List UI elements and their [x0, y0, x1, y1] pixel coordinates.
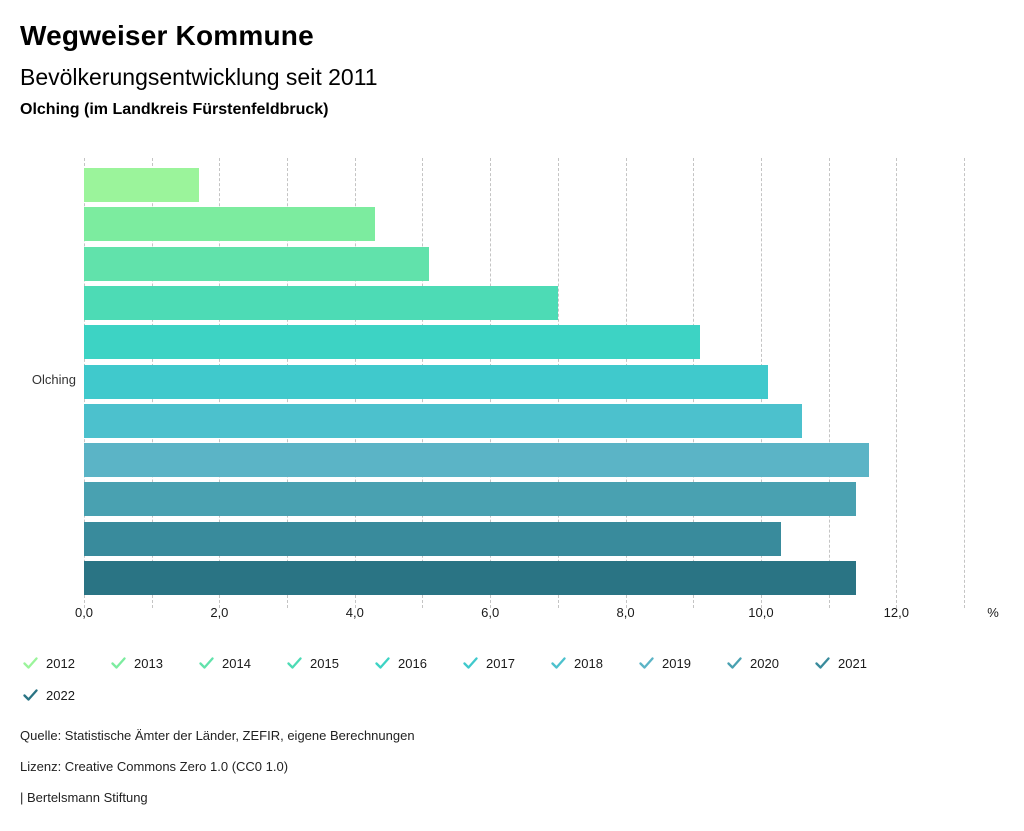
bar-2015 — [84, 285, 558, 320]
legend-item-2013[interactable]: 2013 — [108, 655, 196, 671]
chart-location: Olching (im Landkreis Fürstenfeldbruck) — [20, 101, 329, 118]
bar-2014 — [84, 246, 430, 281]
bar-2012 — [84, 168, 200, 202]
legend-item-label: 2018 — [574, 655, 603, 671]
gridline — [828, 158, 830, 608]
gridline — [896, 158, 898, 608]
x-tick-label: 10,0 — [748, 605, 774, 620]
chart-title: Bevölkerungsentwicklung seit 2011 — [20, 64, 378, 90]
legend-item-2017[interactable]: 2017 — [460, 655, 548, 671]
legend-item-label: 2015 — [310, 655, 339, 671]
legend-item-2020[interactable]: 2020 — [724, 655, 812, 671]
bar-2022 — [84, 561, 856, 595]
x-tick-label: 2,0 — [210, 605, 229, 620]
checkmark-icon — [287, 657, 302, 669]
x-tick-label: 12,0 — [883, 605, 909, 620]
legend-item-2012[interactable]: 2012 — [20, 655, 108, 671]
legend-item-2019[interactable]: 2019 — [636, 655, 724, 671]
legend-item-label: 2020 — [750, 655, 779, 671]
license-text: Lizenz: Creative Commons Zero 1.0 (CC0 1… — [20, 759, 289, 774]
checkmark-icon — [111, 657, 126, 669]
legend-item-label: 2016 — [398, 655, 427, 671]
x-tick-label: 0,0 — [74, 605, 94, 620]
bar-2017 — [84, 364, 768, 399]
legend-item-2016[interactable]: 2016 — [372, 655, 460, 671]
plot-area — [84, 158, 965, 608]
legend-item-2014[interactable]: 2014 — [196, 655, 284, 671]
bar-2019 — [84, 443, 870, 478]
x-tick-label: 8,0 — [616, 605, 635, 620]
bar-2018 — [84, 403, 802, 438]
page-title: Wegweiser Kommune — [20, 20, 314, 51]
x-axis: 0,0 2,0 4,0 6,0 8,0 10,0 12,0% — [75, 605, 1024, 623]
y-axis-label: Olching — [31, 372, 76, 387]
gridline — [964, 158, 965, 608]
legend-item-2022[interactable]: 2022 — [20, 687, 108, 703]
checkmark-icon — [463, 657, 478, 669]
checkmark-icon — [23, 689, 38, 701]
legend-item-label: 2022 — [46, 687, 75, 703]
x-tick-label: 6,0 — [481, 605, 500, 620]
source-text: Quelle: Statistische Ämter der Länder, Z… — [20, 728, 415, 743]
legend-item-2015[interactable]: 2015 — [284, 655, 372, 671]
bar-2020 — [84, 482, 856, 517]
legend-item-label: 2013 — [134, 655, 163, 671]
checkmark-icon — [23, 657, 38, 669]
attribution-text: | Bertelsmann Stiftung — [20, 790, 148, 805]
bar-2021 — [84, 521, 782, 556]
bar-2016 — [84, 325, 700, 360]
checkmark-icon — [375, 657, 390, 669]
legend-item-2018[interactable]: 2018 — [548, 655, 636, 671]
legend: 2012 2013 2014 2015 2016 2017 2018 2019 2020 2021… — [20, 655, 910, 703]
legend-item-label: 2021 — [838, 655, 867, 671]
x-axis-unit-label: % — [987, 605, 999, 620]
checkmark-icon — [551, 657, 566, 669]
legend-item-label: 2019 — [662, 655, 691, 671]
x-tick-label: 4,0 — [345, 605, 364, 620]
legend-item-label: 2014 — [222, 655, 251, 671]
checkmark-icon — [727, 657, 742, 669]
checkmark-icon — [639, 657, 654, 669]
bar-2013 — [84, 207, 376, 242]
legend-item-2021[interactable]: 2021 — [812, 655, 900, 671]
legend-item-label: 2012 — [46, 655, 75, 671]
checkmark-icon — [815, 657, 830, 669]
checkmark-icon — [199, 657, 214, 669]
legend-item-label: 2017 — [486, 655, 515, 671]
